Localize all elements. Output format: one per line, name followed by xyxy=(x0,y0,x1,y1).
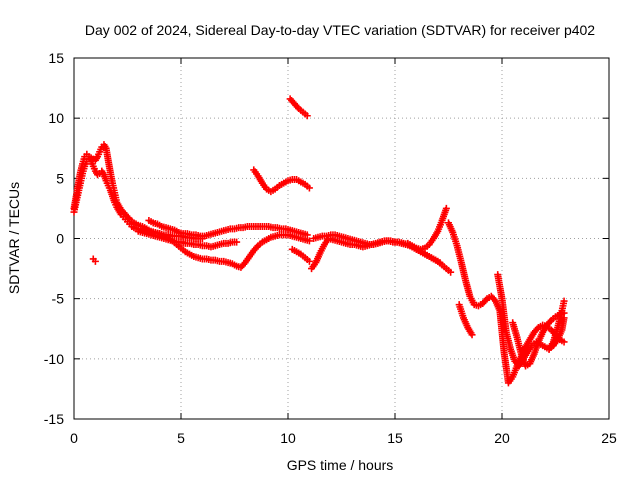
data-point xyxy=(560,338,568,346)
x-tick-label: 0 xyxy=(70,430,78,446)
data-points xyxy=(70,95,568,387)
series-track-f xyxy=(286,95,311,120)
chart-title: Day 002 of 2024, Sidereal Day-to-day VTE… xyxy=(85,22,595,38)
series-track-e xyxy=(250,166,313,196)
series-track-b xyxy=(70,141,313,271)
x-tick-label: 20 xyxy=(494,430,510,446)
series-track-n xyxy=(545,297,568,353)
y-tick-label: -15 xyxy=(44,411,64,427)
series-track-c xyxy=(145,216,311,240)
x-tick-label: 5 xyxy=(177,430,185,446)
data-point xyxy=(91,257,99,265)
data-point xyxy=(305,257,313,265)
series-track-d xyxy=(134,227,241,251)
data-point xyxy=(303,231,311,239)
x-tick-label: 10 xyxy=(280,430,296,446)
series-track-k xyxy=(445,219,568,387)
series-track-p xyxy=(89,255,99,265)
series-track-l xyxy=(494,271,568,370)
y-tick-label: 5 xyxy=(56,170,64,186)
y-tick-label: 0 xyxy=(56,231,64,247)
axis-ticks: 0 5 10 15 20 25 -15 -10 -5 0 5 10 15 xyxy=(44,50,617,446)
y-tick-label: -10 xyxy=(44,351,64,367)
data-point xyxy=(303,112,311,120)
series-track-j xyxy=(404,204,450,253)
data-point xyxy=(305,184,313,192)
data-point xyxy=(305,237,313,245)
x-tick-label: 15 xyxy=(387,430,403,446)
x-tick-label: 25 xyxy=(601,430,617,446)
data-point xyxy=(468,331,476,339)
series-track-g xyxy=(288,245,313,265)
y-tick-label: 15 xyxy=(48,50,64,66)
y-tick-label: 10 xyxy=(48,110,64,126)
data-point xyxy=(560,297,568,305)
data-point xyxy=(442,204,450,212)
data-point xyxy=(233,238,241,246)
series-track-o xyxy=(455,301,476,339)
data-point xyxy=(447,268,455,276)
y-axis-label: SDTVAR / TECUs xyxy=(6,182,22,294)
x-axis-label: GPS time / hours xyxy=(287,457,394,473)
y-tick-label: -5 xyxy=(52,291,65,307)
